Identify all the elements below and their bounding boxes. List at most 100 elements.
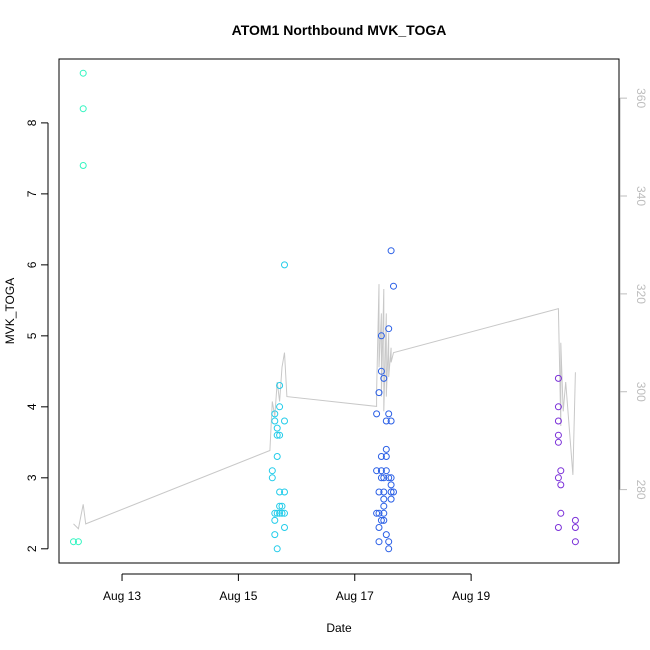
y-tick-label: 4 bbox=[25, 403, 39, 410]
data-point bbox=[380, 488, 388, 496]
data-point bbox=[377, 516, 385, 524]
data-point bbox=[271, 531, 279, 539]
data-point bbox=[380, 516, 388, 524]
data-point bbox=[387, 474, 395, 482]
data-point bbox=[273, 431, 281, 439]
x-tick-label: Aug 15 bbox=[219, 589, 257, 603]
data-point bbox=[387, 481, 395, 489]
data-point bbox=[557, 509, 565, 517]
data-point bbox=[276, 509, 284, 517]
data-point bbox=[281, 488, 288, 496]
data-point bbox=[554, 431, 562, 439]
y2-tick-label: 340 bbox=[634, 186, 648, 206]
data-point bbox=[380, 495, 388, 503]
data-point bbox=[373, 467, 381, 475]
y-axis-label: MVK_TOGA bbox=[3, 278, 17, 344]
y2-axis-right: 280 300 320 340 360 bbox=[619, 88, 648, 500]
data-point bbox=[385, 325, 393, 333]
data-point bbox=[380, 374, 388, 382]
data-point bbox=[571, 516, 579, 524]
y-tick-label: 8 bbox=[25, 119, 39, 126]
series-1 bbox=[70, 69, 87, 546]
data-point bbox=[557, 481, 565, 489]
data-point bbox=[375, 389, 383, 397]
data-point bbox=[554, 474, 562, 482]
data-point bbox=[554, 374, 562, 382]
data-point bbox=[571, 524, 579, 531]
data-point bbox=[79, 69, 87, 77]
data-point bbox=[271, 410, 279, 418]
data-point bbox=[276, 431, 284, 439]
data-point bbox=[276, 488, 284, 496]
data-point bbox=[571, 538, 579, 546]
data-point bbox=[278, 502, 286, 510]
y2-tick-label: 300 bbox=[634, 382, 648, 402]
x-tick-label: Aug 19 bbox=[452, 589, 490, 603]
data-point bbox=[382, 467, 390, 475]
y-tick-label: 7 bbox=[25, 190, 39, 197]
y2-tick-label: 280 bbox=[634, 480, 648, 500]
data-point bbox=[380, 509, 388, 517]
data-point bbox=[271, 509, 279, 517]
data-point bbox=[375, 488, 383, 496]
y2-tick-label: 360 bbox=[634, 88, 648, 108]
data-point bbox=[390, 488, 397, 496]
data-point bbox=[377, 467, 385, 475]
data-point bbox=[375, 509, 383, 517]
data-point bbox=[74, 538, 82, 546]
series-3 bbox=[373, 247, 397, 553]
y-tick-label: 3 bbox=[25, 474, 39, 481]
data-point bbox=[385, 474, 393, 482]
data-point bbox=[382, 531, 390, 539]
data-point bbox=[554, 524, 562, 531]
data-point bbox=[276, 382, 284, 389]
chart-title: ATOM1 Northbound MVK_TOGA bbox=[232, 22, 447, 38]
data-point bbox=[385, 538, 393, 546]
data-point bbox=[387, 495, 395, 503]
data-point bbox=[79, 105, 87, 113]
data-point bbox=[385, 410, 393, 418]
data-point bbox=[557, 467, 565, 475]
data-point bbox=[273, 545, 281, 553]
data-point bbox=[387, 488, 395, 496]
data-point bbox=[554, 417, 562, 425]
data-point bbox=[387, 247, 395, 255]
data-point bbox=[382, 445, 390, 453]
data-point bbox=[271, 516, 279, 524]
data-point bbox=[382, 453, 390, 460]
data-point bbox=[281, 261, 288, 269]
data-point bbox=[276, 403, 284, 411]
data-point bbox=[375, 538, 383, 546]
data-point bbox=[377, 332, 385, 340]
data-point bbox=[281, 524, 288, 531]
data-point bbox=[79, 162, 87, 169]
secondary-line-layer bbox=[73, 284, 576, 530]
data-point bbox=[554, 438, 562, 446]
data-point bbox=[281, 509, 288, 517]
data-point bbox=[377, 474, 385, 482]
data-point bbox=[377, 367, 385, 375]
secondary-series-line bbox=[73, 284, 576, 530]
data-point bbox=[377, 453, 385, 460]
data-point bbox=[271, 417, 279, 425]
data-point bbox=[387, 417, 395, 425]
data-point bbox=[278, 509, 286, 517]
y-tick-label: 5 bbox=[25, 332, 39, 339]
x-tick-label: Aug 17 bbox=[336, 589, 374, 603]
data-point bbox=[380, 474, 388, 482]
x-axis-label: Date bbox=[326, 621, 352, 635]
data-point bbox=[375, 524, 383, 531]
data-point bbox=[273, 509, 281, 517]
data-point bbox=[554, 403, 562, 411]
plot-frame bbox=[58, 58, 620, 564]
y-axis: 2 3 4 5 6 7 8 bbox=[25, 119, 49, 552]
y2-tick-label: 320 bbox=[634, 284, 648, 304]
data-point bbox=[273, 424, 281, 432]
data-point bbox=[276, 502, 284, 510]
data-point bbox=[385, 545, 393, 553]
points-layer bbox=[70, 69, 579, 553]
data-point bbox=[382, 417, 390, 425]
data-point bbox=[380, 502, 388, 510]
data-point bbox=[268, 467, 276, 475]
